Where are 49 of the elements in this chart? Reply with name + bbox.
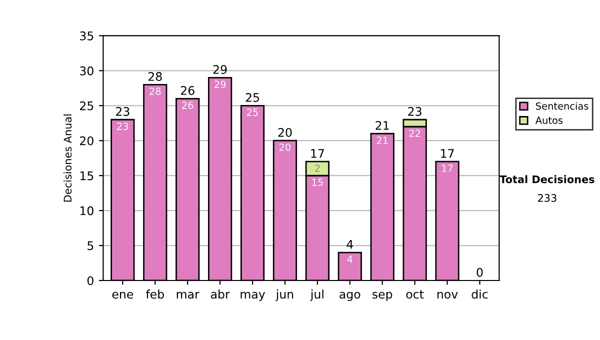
legend-label: Autos [535, 116, 563, 124]
x-tick-label: sep [372, 292, 392, 301]
text: Total Decisiones [500, 175, 594, 184]
x-tick-label: abr [210, 290, 230, 299]
data-label: 29 [214, 80, 226, 88]
total-label: 20 [278, 128, 292, 137]
total-label: 29 [213, 65, 227, 74]
text: 233 [538, 194, 556, 202]
y-tick-label: 10 [80, 206, 94, 216]
data-label: 26 [182, 102, 194, 109]
total-label: 17 [441, 149, 454, 158]
y-axis-title: Decisiones Anual [64, 114, 72, 202]
y-tick-label: 35 [80, 31, 94, 40]
total-label: 28 [148, 72, 162, 81]
total-label: 23 [408, 107, 422, 116]
total-label: 26 [180, 86, 194, 95]
y-tick-label: 25 [80, 101, 94, 110]
x-tick-label: mar [176, 292, 200, 299]
data-label: 22 [409, 130, 420, 137]
total-label: 23 [116, 107, 130, 116]
x-tick-label: dic [472, 290, 488, 299]
total-label: 4 [346, 240, 353, 249]
x-tick-label: jul [310, 290, 324, 301]
x-tick-label: may [240, 292, 266, 301]
data-label: 15 [312, 178, 323, 186]
total-label: 0 [476, 268, 483, 277]
y-tick-label: 0 [87, 276, 94, 286]
x-tick-label: ene [112, 292, 134, 299]
y-tick-label: 5 [88, 241, 94, 250]
total-label: 25 [246, 93, 259, 102]
x-tick-label: ago [340, 292, 360, 301]
x-tick-label: feb [146, 290, 164, 299]
data-label: 21 [376, 136, 388, 144]
data-label: 25 [247, 108, 258, 116]
x-tick-label: nov [437, 292, 458, 299]
total-label: 21 [376, 121, 389, 130]
total-label: 17 [311, 149, 324, 158]
data-label: 23 [117, 122, 128, 130]
data-label: 20 [279, 144, 291, 151]
data-label: 28 [150, 88, 161, 95]
y-tick-label: 30 [80, 66, 94, 76]
y-tick-label: 15 [80, 171, 94, 180]
x-tick-label: jun [276, 290, 294, 301]
legend-label: Sentencias [536, 102, 588, 110]
x-tick-label: oct [406, 290, 424, 299]
y-tick-label: 20 [80, 136, 94, 146]
data-label: 17 [442, 164, 453, 172]
data-label: 2 [315, 164, 320, 172]
data-label: 4 [347, 256, 352, 263]
